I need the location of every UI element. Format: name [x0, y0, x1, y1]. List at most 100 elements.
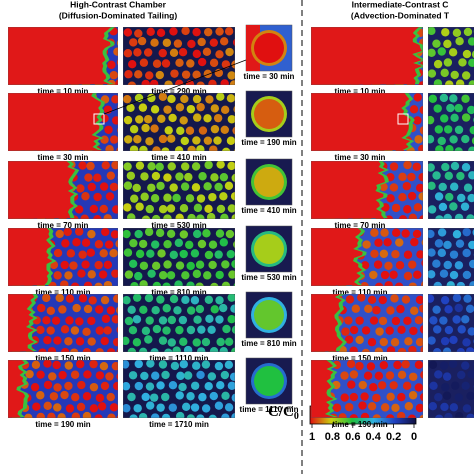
inclusion: [72, 238, 81, 247]
inclusion: [140, 371, 149, 381]
inclusion: [419, 215, 423, 219]
inclusion: [191, 162, 201, 171]
inclusion: [403, 316, 412, 326]
inclusion: [367, 338, 377, 347]
inclusion: [360, 412, 370, 418]
inclusion: [60, 280, 69, 286]
inclusion: [127, 81, 137, 85]
inclusion: [178, 48, 188, 57]
inclusion: [428, 294, 435, 303]
inclusion: [123, 49, 133, 58]
inclusion: [139, 261, 149, 270]
inclusion: [58, 305, 67, 314]
inclusion: [129, 125, 139, 134]
inclusion: [215, 50, 224, 59]
inclusion: [369, 382, 378, 392]
inclusion: [183, 345, 193, 352]
inclusion: [363, 371, 373, 380]
inclusion: [451, 381, 460, 390]
inclusion: [162, 304, 171, 313]
inclusion: [109, 182, 118, 192]
inclusion: [186, 281, 195, 286]
inclusion: [145, 401, 155, 410]
inclusion: [391, 403, 400, 413]
inclusion: [155, 162, 164, 172]
inclusion: [428, 163, 435, 172]
inclusion: [138, 412, 148, 418]
inclusion: [158, 134, 168, 144]
inclusion: [64, 361, 73, 370]
inclusion: [98, 270, 108, 279]
inclusion: [372, 306, 381, 315]
inclusion: [99, 362, 109, 371]
inclusion: [143, 48, 153, 57]
inclusion: [197, 37, 206, 47]
inclusion: [462, 49, 472, 59]
inclusion: [215, 270, 224, 280]
inclusion: [349, 325, 359, 335]
inclusion: [132, 294, 142, 302]
inclusion: [415, 295, 423, 305]
inclusion: [135, 249, 145, 259]
inclusion: [380, 270, 390, 280]
inclusion: [161, 370, 170, 380]
inclusion: [467, 105, 474, 115]
time-label: time = 30 min: [244, 72, 295, 81]
inclusion: [186, 414, 196, 418]
inclusion: [469, 259, 474, 269]
inclusion: [385, 371, 395, 380]
inclusion: [433, 59, 443, 69]
zoom-inclusion: [254, 33, 284, 63]
inclusion: [53, 336, 62, 345]
inclusion: [465, 347, 474, 352]
inclusion: [439, 269, 449, 278]
inclusion: [444, 171, 454, 181]
inclusion: [105, 192, 115, 201]
inclusion: [192, 229, 202, 239]
inclusion: [216, 337, 225, 347]
inclusion: [46, 326, 55, 335]
inclusion: [163, 173, 172, 182]
inclusion: [462, 248, 471, 258]
inclusion: [163, 239, 172, 249]
colorbar-tick-label: 0.6: [345, 431, 360, 443]
inclusion: [345, 295, 355, 304]
inclusion: [128, 371, 138, 380]
simulation-image: [428, 27, 474, 85]
inclusion: [123, 360, 130, 369]
inclusion: [460, 202, 470, 211]
time-label: time = 150 min: [35, 354, 90, 363]
inclusion: [463, 27, 473, 37]
inclusion: [162, 282, 171, 286]
inclusion: [229, 372, 235, 381]
inclusion: [192, 27, 201, 37]
inclusion: [435, 145, 444, 151]
inclusion: [457, 193, 466, 203]
inclusion: [467, 193, 474, 203]
inclusion: [132, 338, 142, 347]
inclusion: [186, 392, 195, 401]
inclusion: [187, 213, 196, 219]
inclusion: [196, 214, 205, 219]
time-label: time = 190 min: [241, 138, 296, 147]
plume: [8, 294, 35, 352]
inclusion: [397, 325, 406, 335]
inclusion: [37, 303, 46, 313]
inclusion: [89, 360, 98, 369]
inclusion: [390, 338, 400, 347]
inclusion: [78, 250, 87, 259]
inclusion: [358, 401, 367, 410]
inclusion: [428, 69, 437, 78]
inclusion: [93, 173, 102, 182]
inclusion: [448, 360, 458, 369]
inclusion: [181, 295, 190, 305]
inclusion: [82, 392, 92, 401]
inclusion: [123, 115, 133, 125]
inclusion: [461, 315, 470, 324]
simulation-image: [311, 228, 423, 286]
inclusion: [374, 282, 384, 286]
inclusion: [162, 326, 171, 335]
inclusion: [398, 192, 407, 202]
inclusion: [113, 381, 118, 391]
inclusion: [47, 412, 56, 418]
